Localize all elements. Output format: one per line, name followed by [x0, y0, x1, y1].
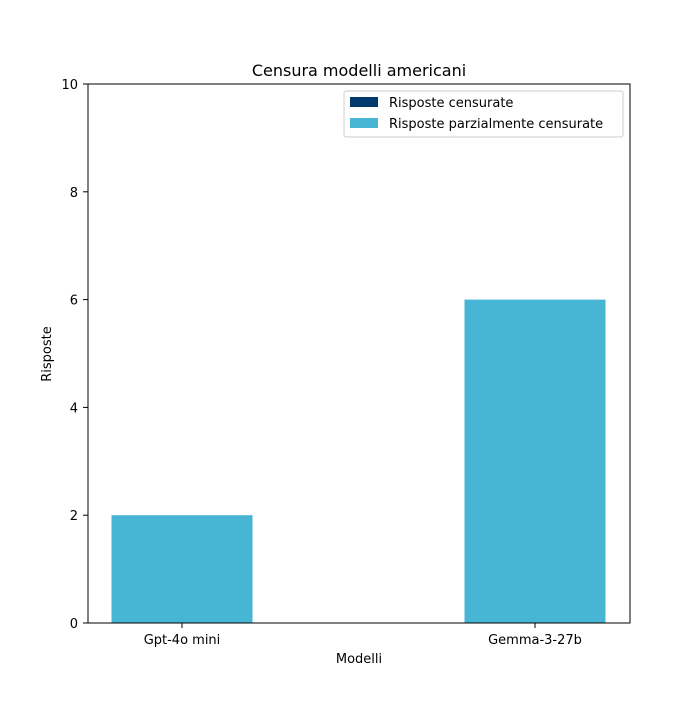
legend-label-risposte-censurate: Risposte censurate [389, 96, 513, 111]
y-tick-label-6: 6 [70, 294, 78, 309]
y-axis-label: Risposte [40, 326, 55, 382]
bars-layer [112, 300, 606, 623]
bar-gemma-3-27b-risposte-parzialmente-censurate [465, 300, 606, 623]
y-tick-label-0: 0 [70, 617, 78, 632]
x-tick-label-gemma-3-27b: Gemma-3-27b [488, 633, 582, 648]
legend-swatch-risposte-censurate [350, 97, 378, 107]
y-tick-label-4: 4 [70, 401, 78, 416]
x-tick-label-gpt-4o-mini: Gpt-4o mini [144, 633, 221, 648]
y-tick-label-2: 2 [70, 509, 78, 524]
legend-swatch-risposte-parzialmente-censurate [350, 118, 378, 128]
chart-title: Censura modelli americani [252, 61, 466, 80]
x-axis-label: Modelli [336, 652, 382, 667]
legend: Risposte censurate Risposte parzialmente… [344, 91, 623, 137]
bar-gpt-4o-mini-risposte-parzialmente-censurate [112, 515, 253, 623]
y-tick-label-10: 10 [61, 78, 78, 93]
y-tick-label-8: 8 [70, 186, 78, 201]
legend-label-risposte-parzialmente-censurate: Risposte parzialmente censurate [389, 117, 603, 132]
